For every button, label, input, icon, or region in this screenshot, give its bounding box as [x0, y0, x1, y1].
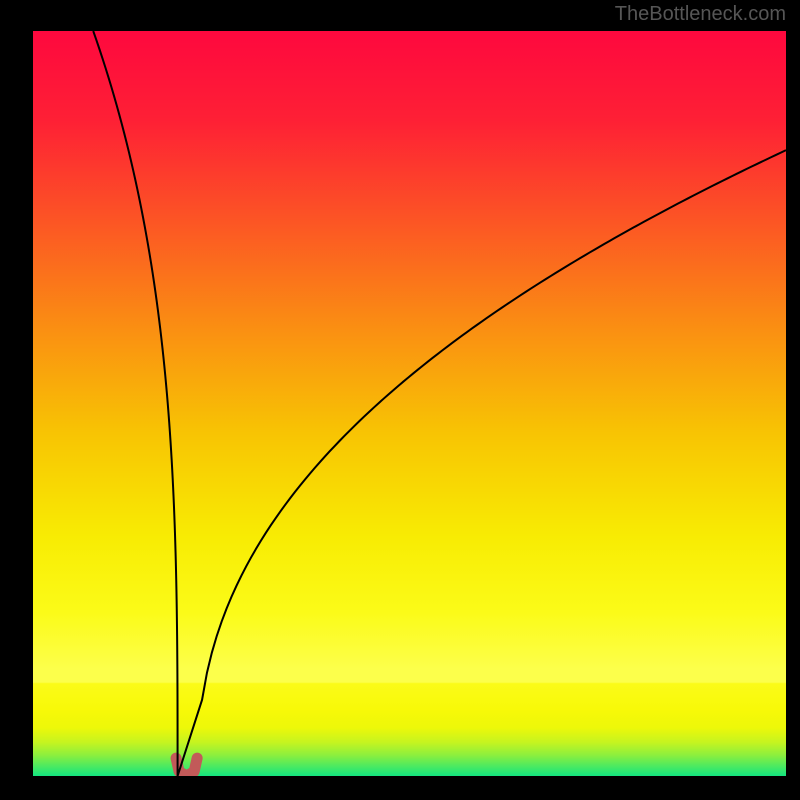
watermark-text: TheBottleneck.com: [615, 3, 786, 26]
bottleneck-curve-line: [93, 31, 786, 776]
outer-frame: [0, 776, 800, 800]
outer-frame: [786, 0, 800, 800]
outer-frame: [0, 0, 33, 800]
bottleneck-curve: [33, 31, 786, 776]
chart-plot-area: [33, 31, 786, 776]
